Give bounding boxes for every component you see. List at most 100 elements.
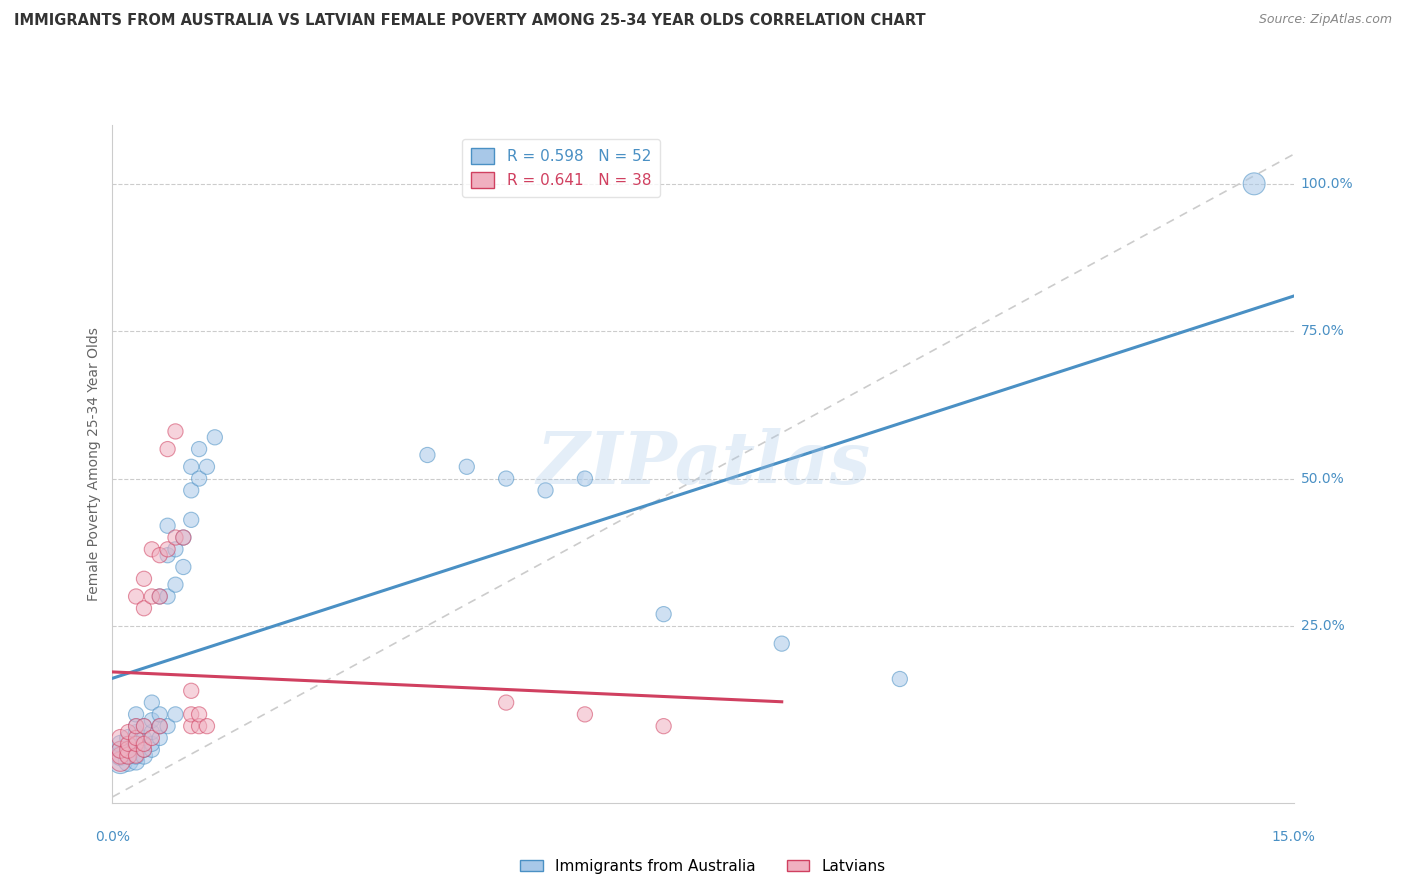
Point [534, 483, 557, 498]
Y-axis label: Female Poverty Among 25-34 Year Olds: Female Poverty Among 25-34 Year Olds [87, 326, 101, 601]
Point [180, 719, 202, 733]
Point [125, 719, 148, 733]
Text: 0.0%: 0.0% [96, 830, 129, 844]
Point [141, 713, 163, 727]
Point [180, 707, 202, 722]
Point [156, 719, 179, 733]
Point [165, 707, 187, 722]
Point [132, 572, 155, 586]
Point [132, 743, 155, 757]
Point [149, 719, 172, 733]
Point [110, 748, 132, 763]
Point [156, 542, 179, 557]
Point [132, 731, 155, 745]
Point [125, 707, 148, 722]
Point [165, 542, 187, 557]
Point [574, 707, 596, 722]
Point [1243, 177, 1265, 191]
Point [117, 743, 139, 757]
Point [117, 725, 139, 739]
Point [180, 683, 202, 698]
Point [149, 731, 172, 745]
Point [125, 731, 148, 745]
Point [110, 755, 132, 769]
Point [117, 737, 139, 751]
Point [125, 748, 148, 763]
Point [165, 531, 187, 545]
Point [110, 755, 132, 769]
Point [180, 513, 202, 527]
Point [141, 590, 163, 604]
Point [149, 719, 172, 733]
Point [770, 637, 793, 651]
Point [495, 472, 517, 486]
Point [180, 459, 202, 474]
Point [149, 590, 172, 604]
Point [188, 719, 211, 733]
Point [165, 425, 187, 439]
Point [110, 743, 132, 757]
Point [156, 548, 179, 562]
Point [125, 755, 148, 769]
Point [149, 548, 172, 562]
Point [652, 607, 675, 622]
Point [132, 743, 155, 757]
Point [132, 601, 155, 615]
Text: 25.0%: 25.0% [1301, 619, 1344, 633]
Point [110, 743, 132, 757]
Point [110, 737, 132, 751]
Point [125, 590, 148, 604]
Point [132, 719, 155, 733]
Point [125, 737, 148, 751]
Text: 75.0%: 75.0% [1301, 324, 1344, 338]
Point [180, 483, 202, 498]
Point [117, 755, 139, 769]
Text: IMMIGRANTS FROM AUSTRALIA VS LATVIAN FEMALE POVERTY AMONG 25-34 YEAR OLDS CORREL: IMMIGRANTS FROM AUSTRALIA VS LATVIAN FEM… [14, 13, 925, 29]
Point [188, 707, 211, 722]
Point [195, 459, 218, 474]
Legend: Immigrants from Australia, Latvians: Immigrants from Australia, Latvians [515, 853, 891, 880]
Text: 100.0%: 100.0% [1301, 177, 1353, 191]
Point [110, 731, 132, 745]
Point [456, 459, 478, 474]
Point [172, 531, 194, 545]
Point [110, 748, 132, 763]
Point [117, 748, 139, 763]
Point [188, 472, 211, 486]
Point [165, 577, 187, 591]
Point [141, 743, 163, 757]
Point [125, 719, 148, 733]
Point [117, 748, 139, 763]
Point [416, 448, 439, 462]
Point [141, 725, 163, 739]
Point [574, 472, 596, 486]
Point [495, 696, 517, 710]
Point [141, 737, 163, 751]
Point [204, 430, 226, 444]
Point [172, 531, 194, 545]
Point [125, 725, 148, 739]
Text: 50.0%: 50.0% [1301, 472, 1344, 485]
Point [652, 719, 675, 733]
Legend: R = 0.598   N = 52, R = 0.641   N = 38: R = 0.598 N = 52, R = 0.641 N = 38 [463, 139, 661, 197]
Point [188, 442, 211, 456]
Point [156, 590, 179, 604]
Point [132, 719, 155, 733]
Point [195, 719, 218, 733]
Point [141, 696, 163, 710]
Point [156, 442, 179, 456]
Point [132, 737, 155, 751]
Point [149, 590, 172, 604]
Point [132, 748, 155, 763]
Text: Source: ZipAtlas.com: Source: ZipAtlas.com [1258, 13, 1392, 27]
Point [141, 542, 163, 557]
Point [125, 737, 148, 751]
Point [125, 748, 148, 763]
Point [117, 731, 139, 745]
Point [141, 731, 163, 745]
Point [117, 743, 139, 757]
Text: ZIPatlas: ZIPatlas [536, 428, 870, 500]
Point [889, 672, 911, 686]
Text: 15.0%: 15.0% [1271, 830, 1316, 844]
Point [156, 518, 179, 533]
